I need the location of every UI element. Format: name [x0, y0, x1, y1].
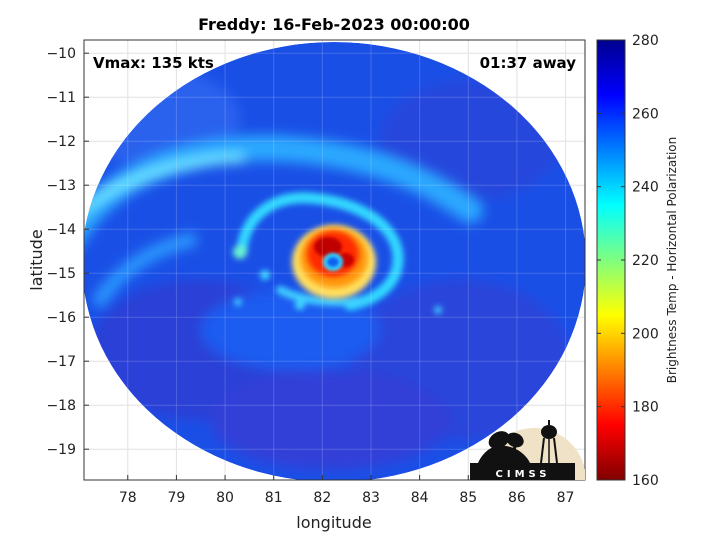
- colorbar-ticks: 160 180 200 220 240 260 280: [597, 33, 659, 489]
- x-tick-label: 81: [265, 490, 283, 506]
- y-tick-label: −19: [46, 442, 76, 458]
- colorbar-gradient: [596, 39, 626, 481]
- y-tick-label: −14: [46, 222, 76, 238]
- x-tick-label: 87: [557, 490, 575, 506]
- y-tick-label: −16: [46, 310, 76, 326]
- x-tick-labels: 78 79 80 81 82 83 84 85 86 87: [119, 490, 575, 506]
- vmax-annotation: Vmax: 135 kts: [93, 54, 214, 72]
- y-tick-label: −11: [46, 90, 76, 106]
- colorbar-tick-label: 280: [632, 33, 659, 49]
- x-tick-label: 82: [313, 490, 331, 506]
- colorbar-tick-label: 260: [632, 106, 659, 122]
- grid-overlay: [84, 40, 585, 480]
- colorbar-label: Brightness Temp - Horizontal Polarizatio…: [665, 137, 679, 384]
- axes-frame: [83, 39, 586, 481]
- y-tick-label: −12: [46, 134, 76, 150]
- swath-texture: [84, 70, 570, 470]
- colorbar-tick-label: 160: [632, 473, 659, 489]
- brightness-temp-image: [84, 40, 585, 480]
- colorbar-tick-label: 220: [632, 253, 659, 269]
- x-tick-label: 78: [119, 490, 137, 506]
- cimss-logo: CIMSS: [470, 420, 585, 480]
- y-tick-label: −17: [46, 354, 76, 370]
- colorbar-tick-label: 240: [632, 180, 659, 196]
- rainband-inner: [233, 192, 442, 314]
- rainband-outer: [84, 135, 483, 307]
- y-tick-label: −10: [46, 46, 76, 62]
- colorbar-tick-label: 180: [632, 400, 659, 416]
- chart-title: Freddy: 16-Feb-2023 00:00:00: [198, 15, 470, 34]
- x-tick-label: 83: [362, 490, 380, 506]
- colorbar-tick-label: 200: [632, 326, 659, 342]
- x-tick-label: 84: [411, 490, 429, 506]
- y-tick-labels: −10 −11 −12 −13 −14 −15 −16 −17 −18 −19: [46, 46, 76, 458]
- y-tick-label: −13: [46, 178, 76, 194]
- x-tick-label: 79: [168, 490, 186, 506]
- x-axis-label: longitude: [296, 513, 371, 532]
- colorbar: 160 180 200 220 240 260 280 Brightness Temp - …: [596, 33, 679, 489]
- y-tick-label: −15: [46, 266, 76, 282]
- logo-text: CIMSS: [496, 469, 551, 480]
- eye: [323, 253, 343, 271]
- plot-area: Vmax: 135 kts 01:37 away CIMSS: [83, 39, 586, 481]
- x-tick-label: 85: [459, 490, 477, 506]
- y-tick-label: −18: [46, 398, 76, 414]
- x-tick-label: 86: [508, 490, 526, 506]
- x-tick-label: 80: [216, 490, 234, 506]
- time-offset-annotation: 01:37 away: [480, 54, 577, 72]
- y-axis-label: latitude: [27, 229, 46, 290]
